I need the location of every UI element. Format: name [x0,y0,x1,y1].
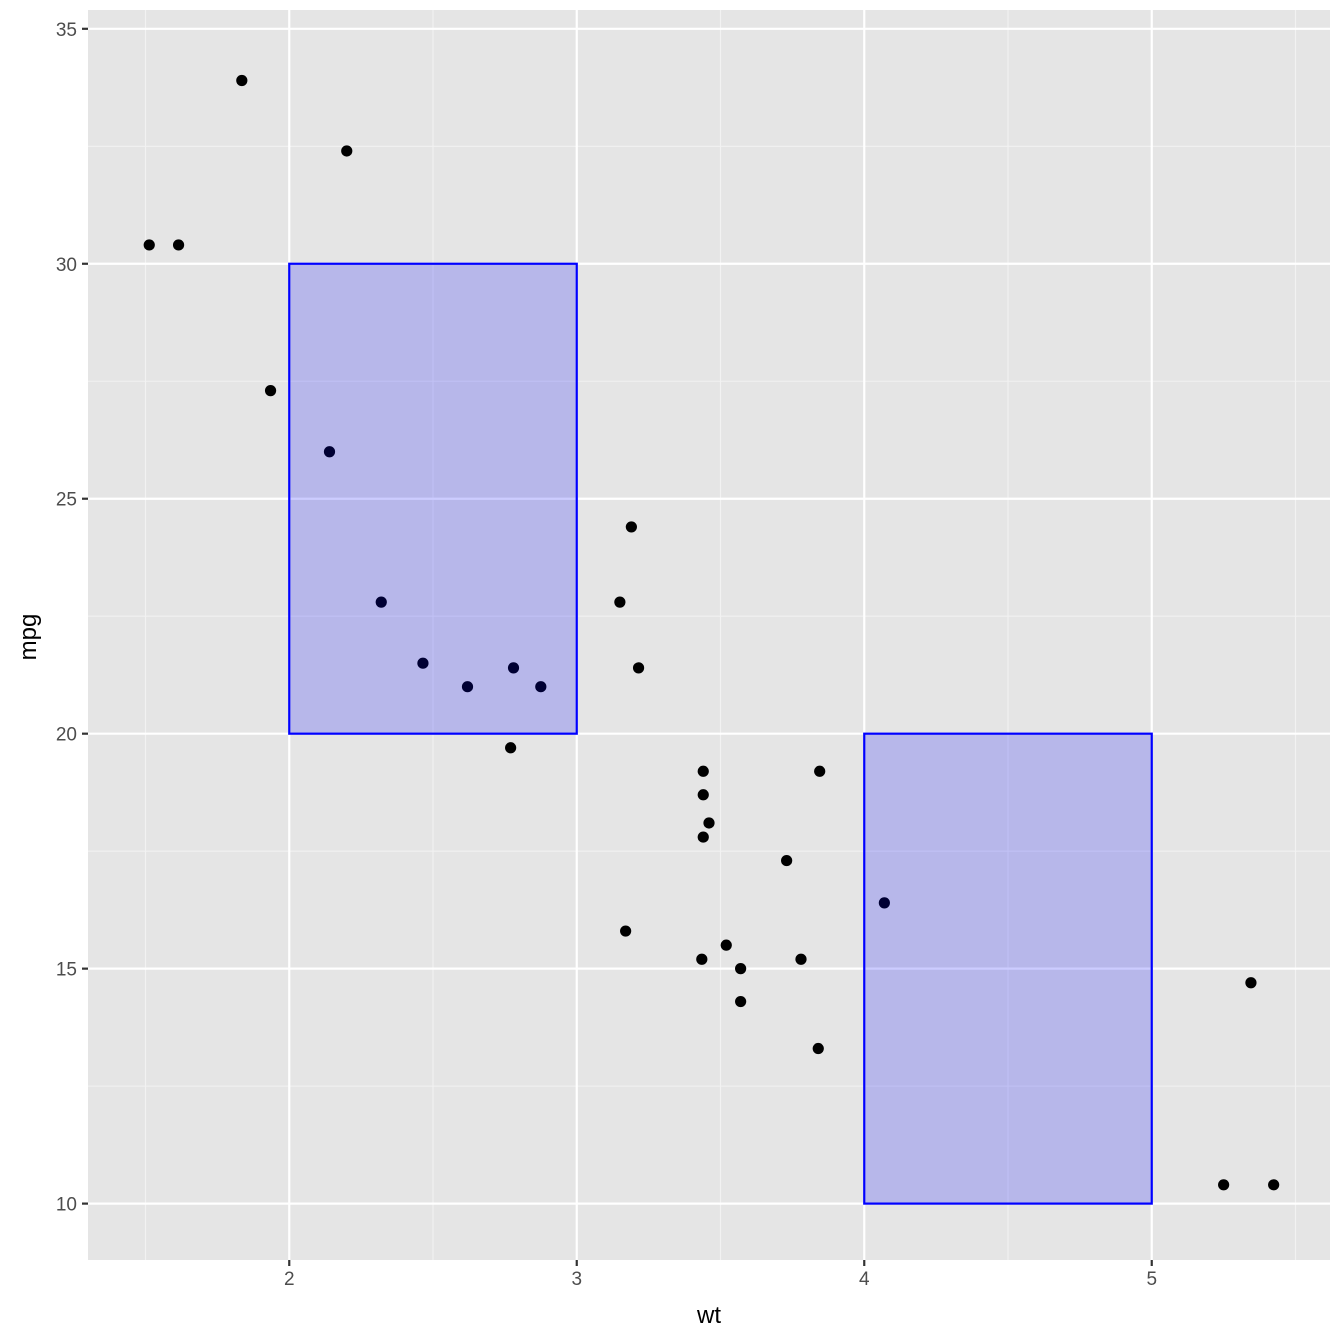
data-point [696,953,708,965]
data-point [720,939,732,951]
data-point [417,657,429,669]
data-point [375,596,387,608]
data-point [236,74,248,87]
data-point [697,831,709,843]
data-point [781,854,793,867]
data-point [507,662,520,674]
data-point [697,765,709,777]
y-axis-title: mpg [15,614,42,661]
data-point [461,681,474,693]
data-point [812,1042,824,1055]
minor-gridlines [88,10,1330,1260]
data-point [1218,1179,1230,1191]
annotation-rect-2 [863,732,1153,1205]
data-point [795,953,807,965]
y-tick-label: 20 [56,725,77,746]
y-tick-label: 30 [56,255,77,276]
data-point [814,765,826,777]
data-point [323,446,336,458]
data-point [505,742,517,754]
data-point [1268,1179,1280,1191]
data-point [632,662,645,674]
plot-panel [88,10,1330,1260]
data-point [341,145,353,157]
x-tick-label: 5 [1146,1269,1157,1290]
annotation-rect-1 [288,262,578,735]
y-tick-label: 35 [56,20,77,41]
y-tick-label: 15 [56,960,77,981]
data-point [264,385,277,397]
data-point [614,596,626,608]
data-point [878,897,890,909]
data-point [1245,977,1257,989]
data-point [735,963,747,975]
data-point [697,789,709,801]
data-point [703,817,715,829]
data-point [625,521,637,533]
x-tick-label: 4 [859,1269,870,1290]
x-axis: 2 3 4 5 [284,1260,1157,1290]
data-point [172,239,185,251]
data-point [143,239,155,251]
x-tick-label: 2 [284,1269,295,1290]
data-points [143,74,1280,1191]
x-axis-title: wt [696,1302,721,1329]
y-tick-label: 25 [56,490,77,511]
data-point [620,925,632,937]
data-point [735,995,747,1008]
y-tick-label: 10 [56,1195,77,1216]
x-tick-label: 3 [571,1269,582,1290]
annotation-rectangles [288,262,1153,1205]
data-point [535,681,547,693]
y-axis: 10 15 20 25 30 35 [56,20,88,1216]
